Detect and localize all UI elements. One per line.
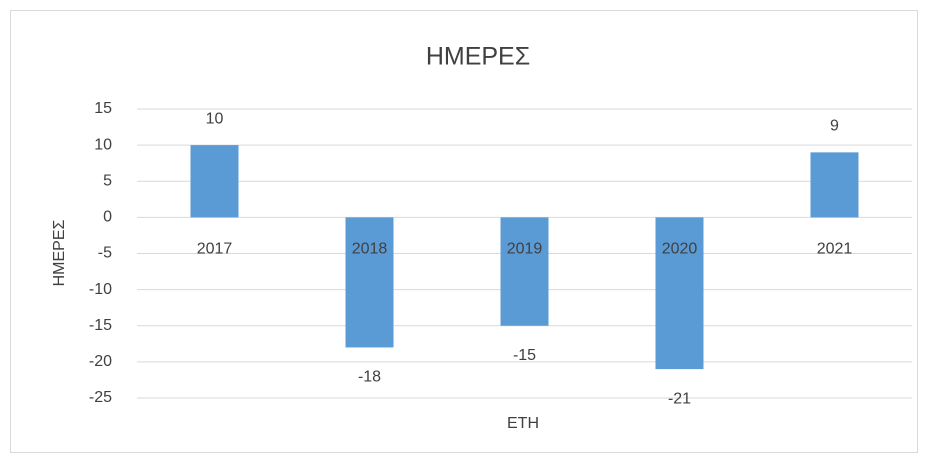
x-tick-label: 2019 bbox=[507, 241, 543, 258]
bar bbox=[500, 217, 549, 326]
y-tick-label: 5 bbox=[103, 172, 112, 189]
bar bbox=[810, 152, 859, 218]
y-tick-label: 10 bbox=[94, 136, 112, 153]
x-tick-label: 2020 bbox=[662, 241, 698, 258]
y-tick-label: -20 bbox=[89, 353, 112, 370]
data-label: -15 bbox=[513, 347, 536, 364]
chart-frame bbox=[10, 10, 918, 453]
data-label: 10 bbox=[206, 110, 224, 127]
x-axis-title: ΕΤΗ bbox=[507, 415, 539, 432]
y-tick-label: -15 bbox=[89, 317, 112, 334]
y-tick-label: -10 bbox=[89, 281, 112, 298]
data-label: -21 bbox=[668, 390, 691, 407]
y-tick-label: -5 bbox=[98, 245, 112, 262]
y-axis-title: ΗΜΕΡΕΣ bbox=[51, 220, 68, 287]
y-tick-label: 15 bbox=[94, 100, 112, 117]
y-tick-label: -25 bbox=[89, 389, 112, 406]
data-label: 9 bbox=[830, 118, 839, 135]
y-tick-label: 0 bbox=[103, 209, 112, 226]
bar bbox=[345, 217, 394, 348]
x-tick-label: 2017 bbox=[197, 241, 233, 258]
x-tick-label: 2021 bbox=[817, 241, 853, 258]
bar bbox=[655, 217, 704, 370]
data-label: -18 bbox=[358, 369, 381, 386]
chart-title: ΗΜΕΡΕΣ bbox=[426, 43, 530, 71]
x-tick-label: 2018 bbox=[352, 241, 388, 258]
bar bbox=[190, 145, 239, 218]
